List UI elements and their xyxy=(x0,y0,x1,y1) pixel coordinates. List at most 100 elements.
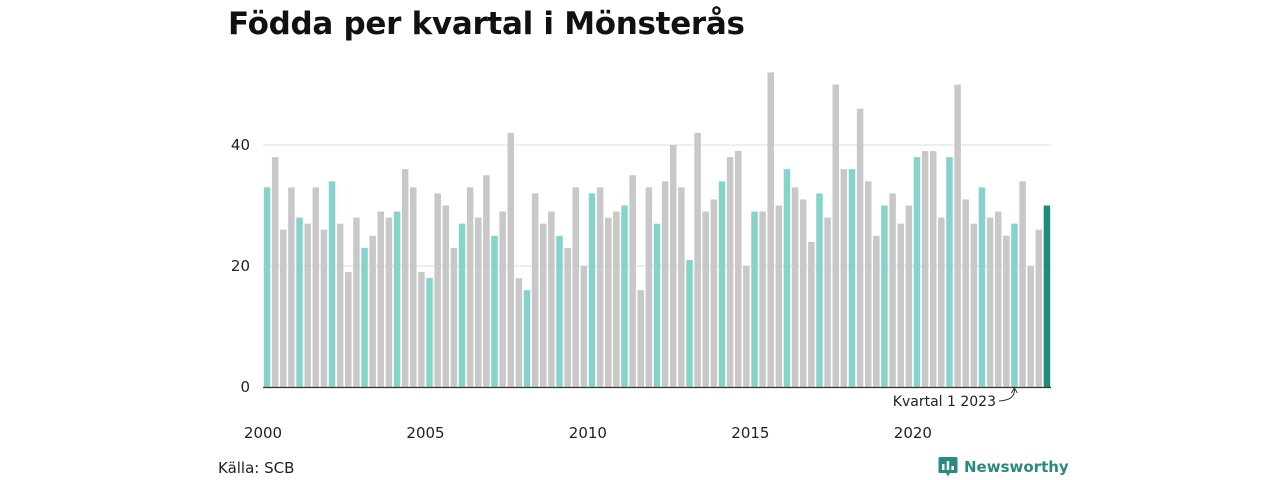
annotation-label: Kvartal 1 2023 xyxy=(893,394,996,410)
bar xyxy=(978,187,986,387)
bar xyxy=(670,145,677,387)
bar xyxy=(759,211,766,387)
bar xyxy=(816,193,823,387)
bar xyxy=(832,84,839,387)
bar xyxy=(808,241,815,387)
bar xyxy=(905,205,913,387)
bar xyxy=(507,132,515,387)
annotation-arrow xyxy=(998,388,1015,402)
bar xyxy=(824,217,831,387)
bar xyxy=(1027,266,1034,387)
x-tick-label: 2010 xyxy=(569,424,607,442)
bar xyxy=(864,181,872,387)
bar xyxy=(296,217,303,387)
bar xyxy=(401,169,409,387)
bar xyxy=(271,157,279,387)
brand-name: Newsworthy xyxy=(964,458,1069,476)
bar xyxy=(710,199,718,387)
bar xyxy=(1019,181,1026,387)
bar xyxy=(621,205,628,387)
bar xyxy=(280,229,287,387)
bar xyxy=(986,217,994,387)
bar xyxy=(418,272,425,387)
bar xyxy=(791,187,799,387)
bar xyxy=(881,205,888,387)
bar xyxy=(921,151,929,387)
bar xyxy=(336,223,344,387)
bar xyxy=(694,132,701,387)
bar xyxy=(629,175,636,387)
bar xyxy=(686,259,693,387)
bar xyxy=(564,247,571,387)
bar xyxy=(588,193,596,387)
source-note: Källa: SCB xyxy=(218,459,295,477)
bar xyxy=(767,72,774,388)
bar xyxy=(410,187,417,387)
bar xyxy=(645,187,653,387)
bar xyxy=(962,199,969,387)
bar xyxy=(938,217,945,387)
bar xyxy=(377,211,385,387)
bar xyxy=(897,223,904,387)
bar xyxy=(1043,205,1051,387)
bar xyxy=(954,84,961,387)
brand-logo: Newsworthy xyxy=(938,456,1069,478)
axes: 0 20 40 2000 2005 2010 2015 2020 xyxy=(231,136,1051,442)
bar xyxy=(540,223,547,387)
bar xyxy=(345,272,352,387)
y-tick-label: 20 xyxy=(231,257,250,275)
bar xyxy=(1035,229,1043,387)
x-tick-label: 2015 xyxy=(731,424,769,442)
bar xyxy=(994,211,1002,387)
annotation: Kvartal 1 2023 xyxy=(893,387,1018,410)
bar xyxy=(385,217,393,387)
bar xyxy=(450,247,458,387)
bar xyxy=(458,223,466,387)
bar xyxy=(613,211,620,387)
bar xyxy=(523,290,531,387)
x-tick-label: 2000 xyxy=(244,424,282,442)
bar xyxy=(491,235,498,387)
bar xyxy=(605,217,612,387)
bar xyxy=(775,205,783,387)
bar xyxy=(718,181,726,387)
bar xyxy=(653,223,661,387)
bar xyxy=(475,217,482,387)
annotation-arrowhead xyxy=(1010,387,1018,394)
bar xyxy=(661,181,669,387)
x-tick-label: 2005 xyxy=(406,424,444,442)
bar xyxy=(637,290,644,387)
bar xyxy=(889,193,896,387)
bar xyxy=(783,169,791,387)
bar xyxy=(369,235,376,387)
bar xyxy=(328,181,336,387)
bar xyxy=(734,151,742,387)
bar xyxy=(304,223,311,387)
chart-title: Födda per kvartal i Mönsterås xyxy=(228,6,745,42)
bar xyxy=(288,187,295,387)
bar xyxy=(678,187,685,387)
bar xyxy=(263,187,271,387)
bar xyxy=(572,187,580,387)
bar xyxy=(596,187,604,387)
bar xyxy=(726,157,734,387)
bar xyxy=(531,193,539,387)
bar xyxy=(970,223,978,387)
x-tick-label: 2020 xyxy=(894,424,932,442)
bar xyxy=(320,229,328,387)
bar xyxy=(873,235,880,387)
bar xyxy=(353,217,360,387)
bar xyxy=(466,187,474,387)
bar xyxy=(434,193,441,387)
bar xyxy=(751,211,758,387)
y-tick-label: 40 xyxy=(231,136,250,154)
bar xyxy=(1011,223,1018,387)
bar xyxy=(946,157,953,387)
bars xyxy=(263,72,1051,388)
bar xyxy=(743,266,750,387)
bar xyxy=(913,157,921,387)
bar xyxy=(702,211,709,387)
bar xyxy=(515,278,523,387)
bar xyxy=(393,211,401,387)
